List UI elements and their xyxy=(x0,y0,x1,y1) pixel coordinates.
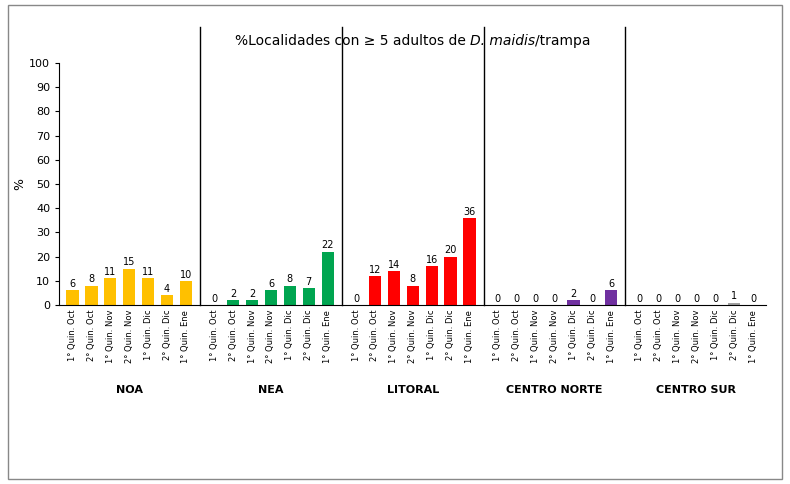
Text: 16: 16 xyxy=(426,255,438,265)
Text: 1: 1 xyxy=(731,291,737,301)
Bar xyxy=(85,286,97,305)
Text: 6: 6 xyxy=(268,279,274,289)
Bar xyxy=(265,290,277,305)
Text: 7: 7 xyxy=(306,277,312,287)
Bar xyxy=(142,278,154,305)
Bar xyxy=(445,257,457,305)
Text: 2: 2 xyxy=(570,289,577,299)
Bar xyxy=(388,271,400,305)
Text: 0: 0 xyxy=(675,294,680,304)
Bar xyxy=(284,286,296,305)
Text: /trampa: /trampa xyxy=(535,34,591,48)
Bar xyxy=(728,302,740,305)
Text: 10: 10 xyxy=(180,270,192,280)
Bar xyxy=(567,300,580,305)
Text: 4: 4 xyxy=(164,284,170,294)
Text: 0: 0 xyxy=(750,294,756,304)
Text: 0: 0 xyxy=(532,294,539,304)
Text: 12: 12 xyxy=(369,265,381,275)
Text: 2: 2 xyxy=(249,289,255,299)
Text: 0: 0 xyxy=(353,294,359,304)
Bar xyxy=(104,278,116,305)
Bar xyxy=(123,269,135,305)
Bar xyxy=(227,300,239,305)
Text: 22: 22 xyxy=(322,241,334,251)
Text: 0: 0 xyxy=(495,294,501,304)
Bar xyxy=(161,295,173,305)
Text: 0: 0 xyxy=(713,294,718,304)
Text: CENTRO SUR: CENTRO SUR xyxy=(656,385,736,395)
Text: 0: 0 xyxy=(694,294,699,304)
Bar xyxy=(605,290,618,305)
Text: D. maidis: D. maidis xyxy=(470,34,535,48)
Text: %Localidades con ≥ 5 adultos de: %Localidades con ≥ 5 adultos de xyxy=(235,34,470,48)
Text: 6: 6 xyxy=(70,279,76,289)
Bar xyxy=(322,252,334,305)
Text: 0: 0 xyxy=(589,294,596,304)
Text: 6: 6 xyxy=(608,279,615,289)
Bar xyxy=(407,286,419,305)
Text: 8: 8 xyxy=(88,274,95,285)
Text: 20: 20 xyxy=(445,245,457,256)
Bar xyxy=(426,266,438,305)
Text: 0: 0 xyxy=(514,294,520,304)
Text: 0: 0 xyxy=(211,294,217,304)
Text: 11: 11 xyxy=(104,267,116,277)
Text: 2: 2 xyxy=(230,289,236,299)
Text: 8: 8 xyxy=(410,274,416,285)
Text: 11: 11 xyxy=(142,267,154,277)
Text: 14: 14 xyxy=(388,260,400,270)
Text: NEA: NEA xyxy=(258,385,284,395)
Text: 8: 8 xyxy=(287,274,293,285)
Bar xyxy=(180,281,192,305)
Text: 36: 36 xyxy=(464,207,476,217)
Text: 0: 0 xyxy=(551,294,558,304)
Bar xyxy=(464,218,476,305)
Text: 0: 0 xyxy=(637,294,643,304)
Text: 15: 15 xyxy=(123,257,135,267)
Y-axis label: %: % xyxy=(13,178,26,190)
Bar xyxy=(66,290,79,305)
Text: LITORAL: LITORAL xyxy=(386,385,439,395)
Bar xyxy=(369,276,381,305)
Text: CENTRO NORTE: CENTRO NORTE xyxy=(506,385,603,395)
Text: NOA: NOA xyxy=(115,385,143,395)
Bar xyxy=(303,288,315,305)
Bar xyxy=(246,300,258,305)
Text: 0: 0 xyxy=(656,294,661,304)
